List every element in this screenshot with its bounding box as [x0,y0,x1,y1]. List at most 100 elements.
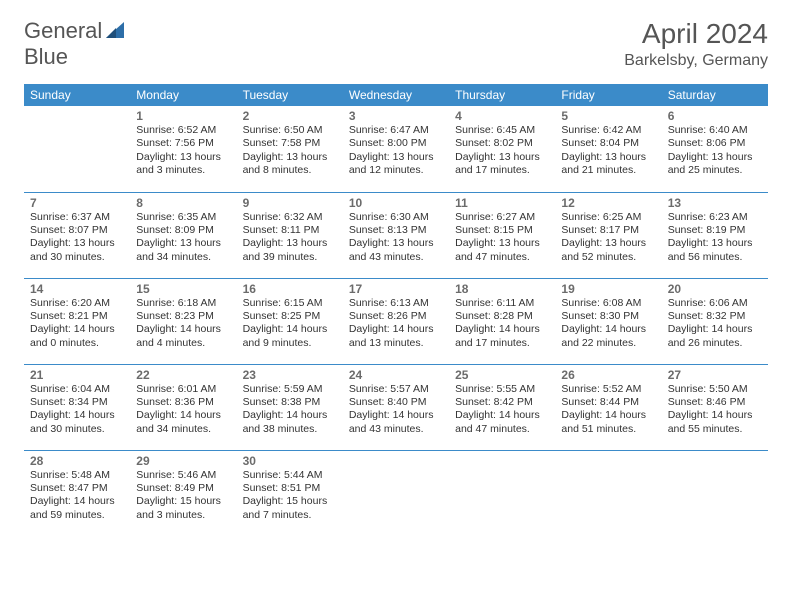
logo-text-left: General [24,18,102,44]
sunset-line: Sunset: 8:00 PM [349,137,443,150]
sunset-line: Sunset: 8:13 PM [349,224,443,237]
calendar-cell: 21Sunrise: 6:04 AMSunset: 8:34 PMDayligh… [24,364,130,450]
daylight-line: Daylight: 14 hours and 34 minutes. [136,409,230,436]
sunset-line: Sunset: 8:23 PM [136,310,230,323]
calendar-cell: 19Sunrise: 6:08 AMSunset: 8:30 PMDayligh… [555,278,661,364]
sunrise-line: Sunrise: 6:20 AM [30,297,124,310]
day-number: 15 [136,282,230,296]
day-number: 11 [455,196,549,210]
day-number: 22 [136,368,230,382]
sunrise-line: Sunrise: 6:50 AM [243,124,337,137]
calendar-cell: 9Sunrise: 6:32 AMSunset: 8:11 PMDaylight… [237,192,343,278]
sunset-line: Sunset: 8:44 PM [561,396,655,409]
daylight-line: Daylight: 14 hours and 26 minutes. [668,323,762,350]
calendar-cell: 27Sunrise: 5:50 AMSunset: 8:46 PMDayligh… [662,364,768,450]
daylight-line: Daylight: 13 hours and 17 minutes. [455,151,549,178]
sunrise-line: Sunrise: 5:55 AM [455,383,549,396]
sunrise-line: Sunrise: 6:08 AM [561,297,655,310]
calendar-cell: 3Sunrise: 6:47 AMSunset: 8:00 PMDaylight… [343,106,449,192]
daylight-line: Daylight: 13 hours and 30 minutes. [30,237,124,264]
sunrise-line: Sunrise: 5:46 AM [136,469,230,482]
sunset-line: Sunset: 8:34 PM [30,396,124,409]
day-header: Wednesday [343,84,449,106]
day-number: 13 [668,196,762,210]
daylight-line: Daylight: 13 hours and 21 minutes. [561,151,655,178]
calendar-cell: 6Sunrise: 6:40 AMSunset: 8:06 PMDaylight… [662,106,768,192]
calendar-cell: 14Sunrise: 6:20 AMSunset: 8:21 PMDayligh… [24,278,130,364]
day-number: 20 [668,282,762,296]
day-number: 3 [349,109,443,123]
sunset-line: Sunset: 8:36 PM [136,396,230,409]
daylight-line: Daylight: 14 hours and 51 minutes. [561,409,655,436]
calendar-week-row: 7Sunrise: 6:37 AMSunset: 8:07 PMDaylight… [24,192,768,278]
day-number: 1 [136,109,230,123]
sunset-line: Sunset: 8:47 PM [30,482,124,495]
daylight-line: Daylight: 13 hours and 47 minutes. [455,237,549,264]
calendar-cell: 16Sunrise: 6:15 AMSunset: 8:25 PMDayligh… [237,278,343,364]
day-number: 24 [349,368,443,382]
sunrise-line: Sunrise: 6:06 AM [668,297,762,310]
sunrise-line: Sunrise: 5:48 AM [30,469,124,482]
calendar-cell: 7Sunrise: 6:37 AMSunset: 8:07 PMDaylight… [24,192,130,278]
sunrise-line: Sunrise: 6:47 AM [349,124,443,137]
sunset-line: Sunset: 8:26 PM [349,310,443,323]
sunrise-line: Sunrise: 6:35 AM [136,211,230,224]
daylight-line: Daylight: 15 hours and 7 minutes. [243,495,337,522]
sunrise-line: Sunrise: 6:42 AM [561,124,655,137]
sunrise-line: Sunrise: 5:44 AM [243,469,337,482]
daylight-line: Daylight: 14 hours and 55 minutes. [668,409,762,436]
sunset-line: Sunset: 8:17 PM [561,224,655,237]
daylight-line: Daylight: 14 hours and 38 minutes. [243,409,337,436]
sunset-line: Sunset: 8:32 PM [668,310,762,323]
calendar-cell: 12Sunrise: 6:25 AMSunset: 8:17 PMDayligh… [555,192,661,278]
location-label: Barkelsby, Germany [624,52,768,70]
day-header: Tuesday [237,84,343,106]
sunset-line: Sunset: 8:02 PM [455,137,549,150]
calendar-cell: 8Sunrise: 6:35 AMSunset: 8:09 PMDaylight… [130,192,236,278]
daylight-line: Daylight: 14 hours and 30 minutes. [30,409,124,436]
day-number: 26 [561,368,655,382]
calendar-cell: 17Sunrise: 6:13 AMSunset: 8:26 PMDayligh… [343,278,449,364]
day-number: 18 [455,282,549,296]
day-number: 28 [30,454,124,468]
sunset-line: Sunset: 8:11 PM [243,224,337,237]
daylight-line: Daylight: 13 hours and 25 minutes. [668,151,762,178]
daylight-line: Daylight: 14 hours and 9 minutes. [243,323,337,350]
day-number: 4 [455,109,549,123]
sunset-line: Sunset: 8:40 PM [349,396,443,409]
sunrise-line: Sunrise: 6:27 AM [455,211,549,224]
day-number: 19 [561,282,655,296]
sunrise-line: Sunrise: 5:57 AM [349,383,443,396]
calendar-cell: 2Sunrise: 6:50 AMSunset: 7:58 PMDaylight… [237,106,343,192]
day-number: 14 [30,282,124,296]
daylight-line: Daylight: 13 hours and 56 minutes. [668,237,762,264]
daylight-line: Daylight: 13 hours and 3 minutes. [136,151,230,178]
sunrise-line: Sunrise: 6:52 AM [136,124,230,137]
day-number: 9 [243,196,337,210]
sunrise-line: Sunrise: 6:32 AM [243,211,337,224]
calendar-cell: 4Sunrise: 6:45 AMSunset: 8:02 PMDaylight… [449,106,555,192]
day-number: 29 [136,454,230,468]
calendar-week-row: 1Sunrise: 6:52 AMSunset: 7:56 PMDaylight… [24,106,768,192]
calendar-cell [449,450,555,536]
day-number: 8 [136,196,230,210]
sunrise-line: Sunrise: 6:25 AM [561,211,655,224]
calendar-cell: 29Sunrise: 5:46 AMSunset: 8:49 PMDayligh… [130,450,236,536]
sunset-line: Sunset: 8:25 PM [243,310,337,323]
sunset-line: Sunset: 8:38 PM [243,396,337,409]
calendar-cell [555,450,661,536]
daylight-line: Daylight: 13 hours and 12 minutes. [349,151,443,178]
daylight-line: Daylight: 13 hours and 34 minutes. [136,237,230,264]
calendar-cell: 5Sunrise: 6:42 AMSunset: 8:04 PMDaylight… [555,106,661,192]
daylight-line: Daylight: 14 hours and 0 minutes. [30,323,124,350]
sunset-line: Sunset: 8:46 PM [668,396,762,409]
day-number: 17 [349,282,443,296]
day-number: 27 [668,368,762,382]
sunrise-line: Sunrise: 6:23 AM [668,211,762,224]
calendar-cell: 1Sunrise: 6:52 AMSunset: 7:56 PMDaylight… [130,106,236,192]
day-header: Friday [555,84,661,106]
sunset-line: Sunset: 8:21 PM [30,310,124,323]
day-header: Monday [130,84,236,106]
calendar-cell: 18Sunrise: 6:11 AMSunset: 8:28 PMDayligh… [449,278,555,364]
sunset-line: Sunset: 8:51 PM [243,482,337,495]
